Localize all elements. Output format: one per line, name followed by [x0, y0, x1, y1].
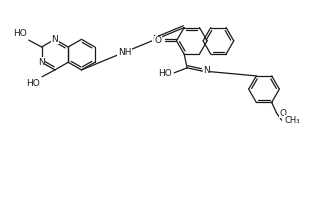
- Text: O: O: [280, 109, 287, 118]
- Text: O: O: [154, 36, 162, 45]
- Text: N: N: [203, 66, 210, 75]
- Text: N: N: [52, 35, 58, 44]
- Text: CH₃: CH₃: [285, 116, 300, 125]
- Text: N: N: [152, 35, 159, 44]
- Text: HO: HO: [159, 69, 172, 78]
- Text: N: N: [38, 58, 45, 67]
- Text: HO: HO: [13, 29, 27, 38]
- Text: HO: HO: [26, 79, 40, 88]
- Text: NH: NH: [118, 48, 131, 57]
